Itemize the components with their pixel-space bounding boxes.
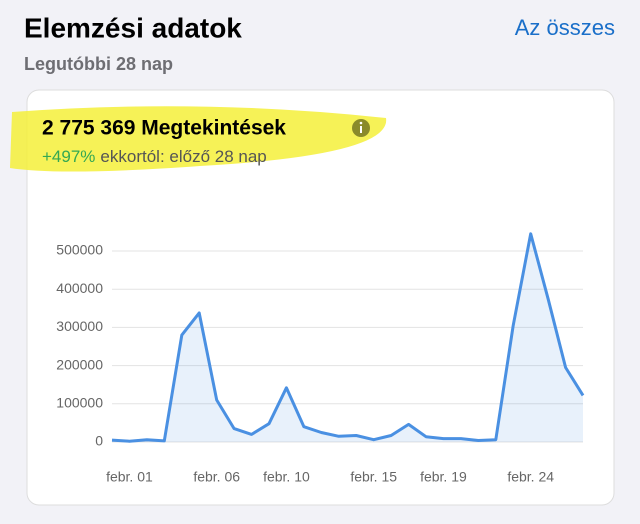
page-title: Elemzési adatok: [24, 12, 242, 43]
change: +497%: [42, 147, 95, 166]
line: [111, 232, 585, 443]
headline: 2 775 369 Megtekintések: [42, 117, 286, 140]
x-tick-label: febr. 15: [350, 469, 397, 485]
subtitle: Legutóbbi 28 nap: [24, 54, 173, 74]
x-tick-label: febr. 01: [106, 469, 153, 485]
x-tick-label: febr. 06: [193, 469, 240, 485]
y-tick-label: 200000: [56, 356, 103, 372]
card: [26, 89, 615, 506]
y-tick-label: 300000: [56, 318, 103, 334]
y-tick-label: 400000: [56, 280, 103, 296]
x-tick-label: febr. 10: [263, 469, 310, 485]
info-icon-bar: [360, 126, 362, 133]
change-line: +497% ekkortól: előző 28 nap: [42, 147, 267, 166]
highlight: [10, 106, 387, 172]
change-text: ekkortól: előző 28 nap: [100, 147, 266, 166]
x-tick-label: febr. 19: [420, 469, 467, 485]
see-all-link[interactable]: Az összes: [515, 15, 615, 40]
y-tick-label: 500000: [56, 242, 103, 258]
y-tick-label: 100000: [56, 395, 103, 411]
info-icon-dot: [359, 121, 363, 125]
x-tick-label: febr. 24: [507, 469, 554, 485]
y-tick-label: 0: [95, 433, 103, 449]
chart: 0 100000 200000 300000 400000 500000 febr. 01 f…: [56, 232, 585, 485]
